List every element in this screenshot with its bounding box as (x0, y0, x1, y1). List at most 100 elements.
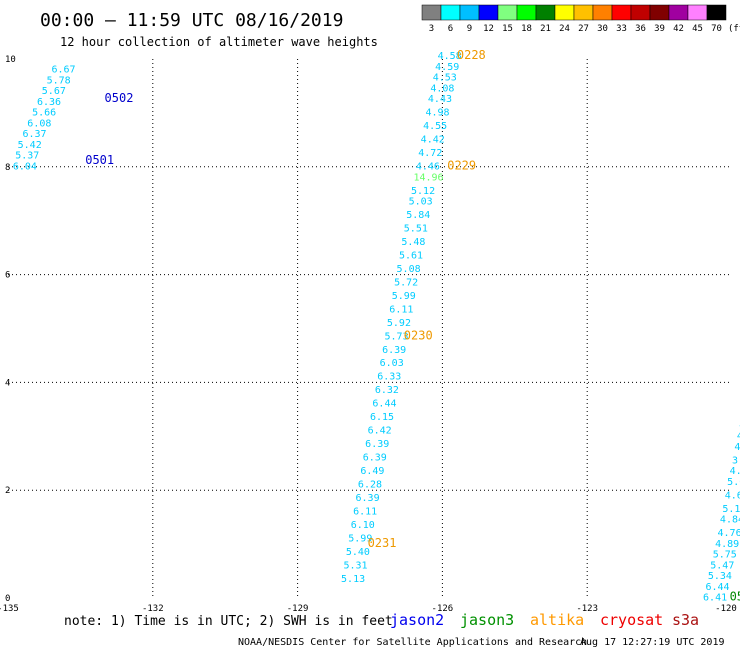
colorbar-label: 3 (429, 24, 434, 34)
swh-value: 6.39 (382, 345, 406, 356)
swh-value: 6.49 (360, 466, 384, 477)
colorbar-label: 6 (448, 24, 453, 34)
swh-value: 6.67 (51, 64, 75, 75)
swh-value: 6.44 (705, 582, 729, 593)
data-marks: 6.675.785.676.365.666.086.375.425.376.04… (13, 48, 740, 604)
colorbar-label: 70 (711, 24, 722, 34)
swh-value: 4.55 (423, 121, 447, 132)
swh-value: 4.61 (734, 442, 740, 453)
x-tick-label: -135 (0, 604, 19, 614)
swh-value: 5.51 (404, 223, 428, 234)
swh-value: 6.42 (368, 426, 392, 437)
axis-ticks: -135 -132 -129 -126 -123 -120 0 2 4 6 8 10 (0, 55, 737, 614)
colorbar-swatch (630, 4, 651, 21)
swh-value: 6.11 (389, 304, 413, 315)
swh-value: 5.67 (42, 86, 66, 97)
swh-value: 5.05 (727, 477, 740, 488)
swh-value: 4.42 (421, 135, 445, 146)
swh-value: 4.59 (435, 62, 459, 73)
swh-value: 5.61 (399, 250, 423, 261)
x-tick-label: -123 (576, 604, 598, 614)
colorbar-swatch (440, 4, 461, 21)
swh-value: 5.73 (384, 331, 408, 342)
x-tick-label: -120 (715, 604, 737, 614)
swh-value: 6.36 (37, 97, 61, 108)
swh-value: 4.62 (725, 490, 740, 501)
swh-value: 5.78 (47, 75, 71, 86)
colorbar-swatch (478, 4, 499, 21)
swh-value: 5.13 (341, 574, 365, 585)
swh-value: 6.15 (370, 412, 394, 423)
colorbar-swatch (459, 4, 480, 21)
legend-cryosat: cryosat (600, 611, 663, 629)
colorbar-swatch (497, 4, 518, 21)
colorbar-swatch (573, 4, 594, 21)
swh-value: 4.58 (438, 51, 462, 62)
swh-value: 4.53 (433, 73, 457, 84)
swh-value: 5.92 (387, 318, 411, 329)
swh-value: 6.41 (703, 593, 727, 604)
swh-value: 6.08 (27, 118, 51, 129)
swh-value: 6.03 (380, 358, 404, 369)
legend-s3a: s3a (672, 611, 699, 629)
colorbar-unit: (ft) (728, 24, 740, 34)
plot-area: -135 -132 -129 -126 -123 -120 0 2 4 6 8 10 6.675.78… (0, 48, 740, 614)
swh-value: 14.96 (413, 172, 443, 183)
swh-value: 4.84 (720, 515, 740, 526)
swh-value: 6.04 (13, 161, 37, 172)
swh-value: 5.72 (394, 277, 418, 288)
colorbar-label: 15 (502, 24, 513, 34)
swh-value: 6.39 (363, 453, 387, 464)
time-label: 0228 (457, 48, 486, 62)
colorbar-swatch (535, 4, 556, 21)
x-tick-label: -132 (142, 604, 164, 614)
colorbar-swatch (706, 4, 727, 21)
colorbar-label: 12 (483, 24, 494, 34)
swh-value: 5.66 (32, 108, 56, 119)
colorbar-swatch (611, 4, 632, 21)
swh-value: 6.11 (353, 506, 377, 517)
chart-subtitle: 12 hour collection of altimeter wave hei… (60, 35, 378, 49)
x-tick-label: -126 (432, 604, 454, 614)
colorbar-label: 36 (635, 24, 646, 34)
swh-value: 5.31 (343, 560, 367, 571)
legend-jason3: jason3 (460, 611, 514, 629)
colorbar-label: 39 (654, 24, 665, 34)
chart-title: 00:00 — 11:59 UTC 08/16/2019 (40, 10, 343, 31)
time-label: 0501 (85, 153, 114, 167)
legend-jason2: jason2 (390, 611, 444, 629)
colorbar-label: 9 (467, 24, 472, 34)
swh-value: 5.99 (392, 291, 416, 302)
colorbar-label: 21 (540, 24, 551, 34)
x-tick-label: -129 (287, 604, 309, 614)
colorbar-label: 30 (597, 24, 608, 34)
swh-value: 5.03 (409, 197, 433, 208)
swh-value: 4.21 (730, 466, 740, 477)
colorbar-swatch (592, 4, 613, 21)
swh-value: 5.42 (18, 140, 42, 151)
colorbar-swatch (687, 4, 708, 21)
colorbar-label: 45 (692, 24, 703, 34)
time-label: 0229 (447, 158, 476, 172)
colorbar-swatch (516, 4, 537, 21)
swh-value: 6.39 (365, 439, 389, 450)
swh-value: 5.37 (15, 151, 39, 162)
swh-value: 6.44 (372, 399, 396, 410)
legend: jason2 jason3 altika cryosat s3a (390, 611, 699, 629)
swh-value: 5.10 (722, 504, 740, 515)
swh-value: 4.46 (416, 161, 440, 172)
swh-value: 6.28 (358, 480, 382, 491)
colorbar-swatch (421, 4, 442, 21)
swh-value: 4.43 (428, 94, 452, 105)
colorbar-label: 18 (521, 24, 532, 34)
swh-value: 5.12 (411, 186, 435, 197)
colorbar-swatch (668, 4, 689, 21)
y-tick-label: 6 (5, 271, 10, 281)
swh-value: 5.47 (710, 560, 734, 571)
note-text: note: 1) Time is in UTC; 2) SWH is in fe… (64, 614, 393, 629)
y-tick-label: 10 (5, 55, 16, 65)
time-label: 0513 (730, 590, 740, 604)
swh-value: 5.34 (708, 571, 732, 582)
swh-value: 4.38 (737, 431, 740, 442)
